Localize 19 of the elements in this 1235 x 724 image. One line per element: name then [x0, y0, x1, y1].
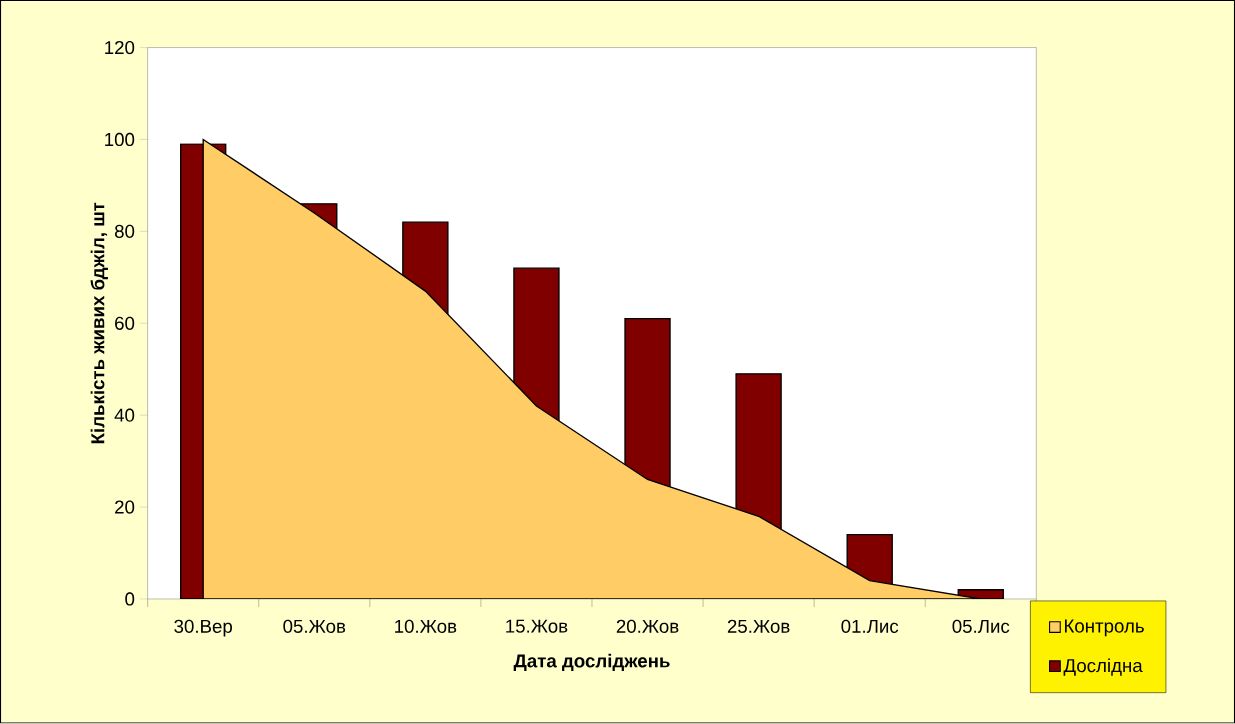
- x-tick-label: 05.Лис: [952, 619, 1010, 634]
- y-tick-label: 20: [115, 500, 135, 514]
- y-tick-label: 120: [105, 41, 135, 55]
- x-axis-title: Дата досліджень: [513, 653, 670, 672]
- legend-label: Контроль: [1064, 619, 1144, 637]
- x-tick-label: 15.Жов: [506, 619, 568, 633]
- y-axis-title: Кількість живих бджіл, шт: [90, 202, 108, 444]
- x-tick-label: 20.Жов: [616, 619, 679, 634]
- y-tick-label: 40: [114, 408, 135, 422]
- x-tick-label: 10.Жов: [395, 619, 457, 634]
- x-tick-label: 25.Жов: [727, 619, 790, 634]
- x-tick-label: 01.Лис: [841, 619, 899, 634]
- x-tick-label: 05.Жов: [283, 619, 346, 634]
- legend-label: Дослідна: [1063, 658, 1143, 676]
- y-tick-label: 100: [105, 133, 135, 147]
- y-tick-label: 0: [125, 592, 135, 606]
- y-tick-label: 80: [114, 224, 135, 239]
- y-tick-label: 60: [115, 316, 135, 331]
- x-tick-label: 30.Вер: [174, 619, 232, 637]
